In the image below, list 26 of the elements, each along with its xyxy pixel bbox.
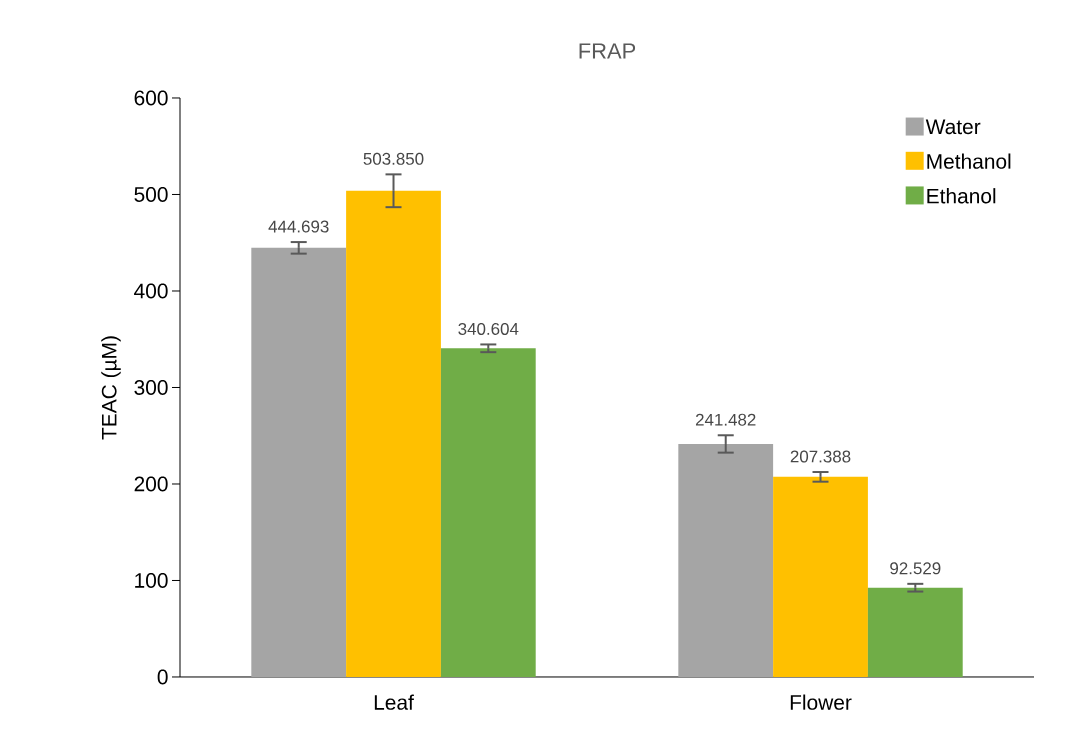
data-label: 340.604 <box>458 322 519 335</box>
bar <box>440 348 536 677</box>
x-tick-label: Leaf <box>374 694 414 710</box>
bar <box>678 443 774 677</box>
data-label: 207.388 <box>790 450 851 463</box>
bar <box>867 587 963 677</box>
y-tick-label: 100 <box>135 573 168 588</box>
x-tick-label: Flower <box>790 694 852 710</box>
y-tick-label: 0 <box>157 669 168 685</box>
y-tick-label: 200 <box>134 476 168 492</box>
bar <box>773 476 868 677</box>
y-axis-title: TEAC (µM) <box>101 336 121 440</box>
y-tick-label: 500 <box>134 187 168 202</box>
y-tick-label: 600 <box>134 90 168 106</box>
data-label: 444.693 <box>268 220 329 233</box>
data-label: 241.482 <box>695 413 756 426</box>
chart-title: FRAP <box>579 43 636 59</box>
bar <box>251 247 347 677</box>
bar <box>346 190 441 677</box>
legend-label: Ethanol <box>927 188 996 204</box>
y-tick-label: 300 <box>134 380 168 395</box>
legend-label: Water <box>925 119 981 135</box>
data-label: 503.850 <box>363 152 424 165</box>
y-tick-label: 400 <box>134 283 168 299</box>
data-label: 92.529 <box>890 562 941 575</box>
legend-label: Methanol <box>927 153 1011 169</box>
